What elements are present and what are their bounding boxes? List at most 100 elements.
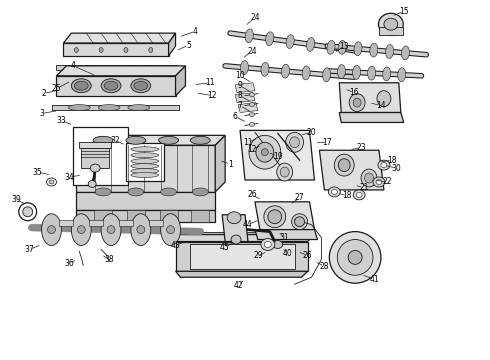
Polygon shape — [169, 235, 315, 242]
Text: 42: 42 — [233, 281, 243, 290]
Polygon shape — [175, 271, 308, 277]
Ellipse shape — [49, 180, 54, 184]
Text: 40: 40 — [283, 249, 293, 258]
Polygon shape — [191, 244, 294, 269]
Ellipse shape — [354, 42, 362, 56]
Ellipse shape — [383, 67, 391, 81]
Text: 16: 16 — [349, 88, 359, 97]
Polygon shape — [59, 220, 74, 226]
Ellipse shape — [69, 105, 90, 111]
Text: 12: 12 — [207, 91, 217, 100]
Ellipse shape — [101, 79, 121, 93]
Polygon shape — [240, 130, 315, 180]
Text: 36: 36 — [65, 259, 74, 268]
Ellipse shape — [74, 48, 78, 53]
Text: 26: 26 — [303, 251, 312, 260]
Ellipse shape — [161, 188, 176, 196]
Text: 24: 24 — [250, 13, 260, 22]
Text: 4: 4 — [71, 62, 76, 71]
Polygon shape — [255, 202, 315, 230]
Text: 5: 5 — [186, 41, 191, 50]
Text: 26: 26 — [247, 190, 257, 199]
Text: 10: 10 — [235, 71, 245, 80]
Ellipse shape — [277, 163, 293, 181]
Text: 12: 12 — [247, 145, 257, 154]
Ellipse shape — [77, 226, 85, 234]
Text: 24: 24 — [247, 46, 257, 55]
Polygon shape — [160, 210, 177, 222]
Ellipse shape — [48, 226, 55, 234]
Polygon shape — [235, 93, 255, 103]
Ellipse shape — [249, 113, 254, 117]
Ellipse shape — [231, 235, 241, 244]
Ellipse shape — [131, 159, 159, 164]
Text: 19: 19 — [273, 152, 283, 161]
Polygon shape — [76, 135, 225, 145]
Ellipse shape — [131, 147, 159, 152]
Ellipse shape — [338, 159, 350, 172]
Polygon shape — [175, 66, 185, 96]
Polygon shape — [81, 148, 109, 168]
Ellipse shape — [256, 142, 274, 162]
Polygon shape — [235, 83, 255, 93]
Text: 3: 3 — [39, 109, 44, 118]
Ellipse shape — [99, 48, 103, 53]
Polygon shape — [175, 242, 308, 271]
Polygon shape — [255, 230, 318, 239]
Polygon shape — [171, 231, 305, 237]
Ellipse shape — [193, 188, 208, 196]
Polygon shape — [79, 142, 111, 148]
Ellipse shape — [307, 37, 315, 51]
Ellipse shape — [365, 173, 373, 183]
Ellipse shape — [264, 206, 286, 228]
Polygon shape — [56, 66, 185, 76]
Ellipse shape — [264, 242, 271, 247]
Text: 11: 11 — [243, 138, 253, 147]
Text: 30: 30 — [391, 163, 401, 172]
Text: 13: 13 — [340, 41, 349, 50]
Text: 21: 21 — [359, 184, 369, 193]
Text: 38: 38 — [104, 255, 114, 264]
Text: 45: 45 — [220, 243, 229, 252]
Ellipse shape — [134, 81, 148, 90]
Ellipse shape — [161, 214, 180, 246]
Ellipse shape — [331, 189, 337, 194]
Text: 28: 28 — [319, 262, 329, 271]
Text: 34: 34 — [65, 172, 74, 181]
Ellipse shape — [398, 68, 406, 82]
Polygon shape — [94, 210, 112, 222]
Text: 31: 31 — [280, 233, 290, 242]
Ellipse shape — [101, 214, 121, 246]
Text: 7: 7 — [238, 101, 243, 110]
Ellipse shape — [72, 79, 91, 93]
Ellipse shape — [249, 103, 254, 107]
Text: 39: 39 — [11, 195, 21, 204]
Ellipse shape — [328, 187, 340, 197]
Ellipse shape — [261, 149, 269, 156]
Ellipse shape — [23, 207, 33, 217]
Text: 6: 6 — [233, 112, 238, 121]
Ellipse shape — [294, 217, 305, 227]
Text: 15: 15 — [399, 7, 409, 16]
Text: 41: 41 — [369, 275, 379, 284]
Ellipse shape — [334, 154, 354, 176]
Polygon shape — [76, 210, 215, 222]
Ellipse shape — [353, 66, 361, 79]
Ellipse shape — [373, 177, 385, 187]
Ellipse shape — [338, 40, 346, 54]
Ellipse shape — [290, 137, 299, 148]
Polygon shape — [169, 33, 175, 56]
Ellipse shape — [131, 172, 159, 177]
Ellipse shape — [292, 214, 308, 230]
Polygon shape — [127, 210, 145, 222]
Ellipse shape — [124, 48, 128, 53]
Text: 27: 27 — [295, 193, 304, 202]
Polygon shape — [56, 76, 175, 96]
Bar — [379, 27, 403, 35]
Text: 32: 32 — [110, 136, 120, 145]
Ellipse shape — [286, 132, 303, 152]
Ellipse shape — [241, 60, 248, 75]
Ellipse shape — [95, 188, 111, 196]
Ellipse shape — [47, 178, 56, 186]
Text: 35: 35 — [33, 167, 43, 176]
